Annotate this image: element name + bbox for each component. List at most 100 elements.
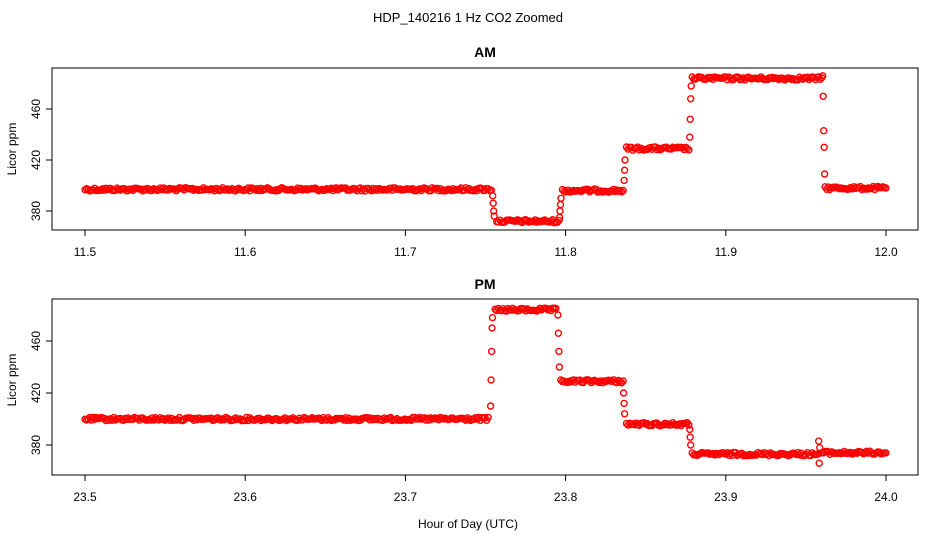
pm-data-point: [617, 379, 626, 387]
pm-data-point: [488, 313, 497, 322]
pm-data-point: [620, 410, 629, 418]
pm-y-axis-label: Licor ppm: [5, 354, 19, 407]
pm-data-point: [687, 441, 695, 449]
am-data-point: [819, 92, 827, 101]
am-data-point: [687, 82, 695, 90]
pm-data-point: [686, 433, 694, 441]
am-points: [81, 72, 890, 227]
am-data-point: [556, 207, 564, 215]
pm-x-tick-label: 23.7: [394, 490, 418, 504]
pm-data-point: [487, 376, 495, 384]
pm-data-point: [802, 450, 810, 459]
pm-x-tick-label: 23.6: [234, 490, 258, 504]
am-data-point: [768, 73, 776, 82]
pm-data-point: [620, 399, 628, 408]
am-x-tick-label: 11.8: [554, 245, 577, 259]
am-data-point: [738, 75, 746, 84]
am-y-tick-label: 460: [29, 99, 43, 119]
pm-data-point: [552, 304, 560, 313]
am-data-point: [620, 166, 629, 174]
pm-x-axis: 23.5 23.6 23.7 23.8 23.9 24.0: [73, 475, 898, 504]
am-x-tick-label: 11.5: [74, 245, 97, 259]
am-data-point: [455, 185, 464, 194]
am-plot-frame: [51, 67, 919, 231]
pm-data-point: [816, 443, 824, 452]
pm-data-point: [159, 415, 168, 423]
am-data-point: [557, 194, 565, 203]
am-data-point: [726, 74, 735, 83]
pm-x-tick-label: 23.8: [554, 490, 578, 504]
am-data-point: [863, 185, 871, 193]
x-axis-title: Hour of Day (UTC): [418, 517, 518, 531]
pm-data-point: [90, 415, 99, 423]
am-data-point: [683, 144, 691, 153]
pm-data-point: [534, 306, 542, 314]
am-data-point: [321, 186, 329, 195]
am-x-tick-label: 11.9: [715, 245, 738, 259]
am-data-point: [490, 207, 498, 215]
pm-data-point: [815, 459, 823, 467]
pm-plot-frame: [51, 298, 919, 476]
pm-data-point: [616, 377, 624, 386]
pm-data-point: [619, 377, 627, 385]
pm-data-point: [555, 363, 564, 371]
pm-panel-title: PM: [475, 276, 496, 292]
am-data-point: [882, 184, 890, 192]
am-x-tick-label: 12.0: [874, 245, 898, 259]
pm-y-tick-label: 380: [29, 435, 43, 455]
am-data-point: [858, 185, 866, 194]
pm-data-point: [619, 389, 628, 397]
am-data-point: [555, 216, 563, 225]
am-data-point: [786, 74, 794, 82]
pm-data-point: [415, 413, 424, 422]
pm-y-tick-label: 420: [29, 383, 43, 403]
pm-data-point: [491, 305, 499, 313]
pm-data-point: [630, 421, 639, 429]
am-data-point: [653, 145, 661, 154]
am-data-point: [490, 212, 498, 220]
am-data-point: [821, 183, 829, 191]
am-data-point: [819, 72, 827, 80]
am-panel-title: AM: [474, 44, 496, 60]
pm-data-point: [882, 449, 890, 457]
pm-data-point: [686, 425, 694, 434]
am-data-point: [686, 133, 694, 141]
am-data-point: [428, 184, 436, 192]
pm-points: [81, 304, 890, 467]
am-y-axis-label: Licor ppm: [5, 123, 19, 176]
pm-data-point: [685, 421, 693, 429]
pm-data-point: [488, 324, 496, 332]
am-data-point: [686, 115, 694, 123]
am-x-axis: 11.5 11.6 11.7 11.8 11.9 12.0: [74, 230, 898, 259]
figure-title: HDP_140216 1 Hz CO2 Zoomed: [373, 10, 563, 25]
am-data-point: [620, 176, 628, 185]
am-data-point: [391, 184, 400, 192]
am-y-tick-label: 380: [29, 201, 43, 221]
pm-data-point: [555, 347, 563, 356]
pm-data-point: [231, 414, 240, 422]
am-data-point: [685, 146, 693, 154]
pm-x-tick-label: 23.9: [714, 490, 738, 504]
pm-data-point: [815, 437, 823, 445]
pm-y-axis: 380 420 460: [29, 331, 52, 455]
pm-x-tick-label: 23.5: [73, 490, 97, 504]
am-data-point: [820, 143, 828, 152]
am-data-point: [687, 95, 695, 103]
am-y-axis: 380 420 460: [29, 99, 52, 221]
am-data-point: [820, 170, 829, 178]
pm-x-tick-label: 24.0: [874, 490, 898, 504]
am-data-point: [556, 200, 565, 209]
am-data-point: [621, 156, 629, 164]
pm-data-point: [704, 449, 712, 457]
am-x-tick-label: 11.6: [234, 245, 257, 259]
am-data-point: [188, 184, 196, 193]
am-data-point: [646, 143, 655, 152]
pm-data-point: [554, 311, 562, 319]
am-data-point: [297, 184, 305, 193]
am-x-tick-label: 11.7: [394, 245, 417, 259]
pm-data-point: [710, 451, 719, 459]
pm-data-point: [554, 329, 563, 337]
pm-data-point: [487, 347, 496, 356]
am-data-point: [619, 186, 627, 195]
